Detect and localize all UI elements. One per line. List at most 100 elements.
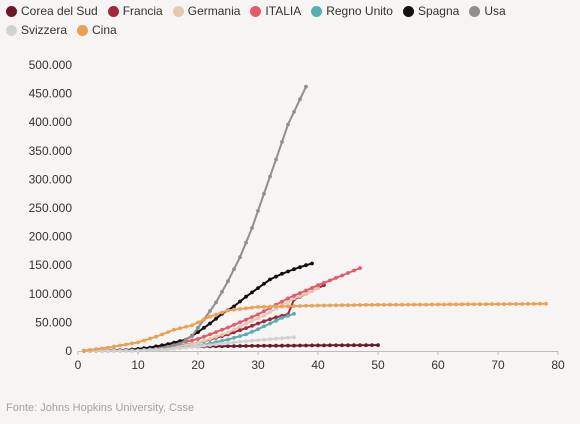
data-point	[226, 341, 230, 345]
data-point	[340, 303, 344, 308]
data-point	[130, 341, 134, 346]
data-point	[286, 122, 290, 127]
data-point	[220, 327, 224, 332]
data-point	[196, 325, 200, 330]
data-point	[292, 343, 296, 348]
data-point	[220, 310, 224, 315]
data-point	[286, 343, 290, 348]
data-point	[256, 305, 260, 309]
y-tick-label: 100.000	[29, 287, 73, 301]
data-point	[274, 157, 278, 162]
data-point	[196, 337, 200, 341]
data-point	[166, 342, 170, 346]
data-point	[472, 302, 476, 307]
data-point	[238, 307, 242, 311]
x-tick-label: 50	[371, 358, 385, 372]
legend-item[interactable]: Svizzera	[6, 22, 67, 38]
data-point	[310, 289, 314, 293]
data-point	[82, 348, 86, 353]
data-point	[304, 84, 308, 89]
data-point	[454, 302, 458, 307]
data-point	[274, 304, 278, 309]
legend-label: Germania	[187, 4, 241, 18]
data-point	[298, 294, 302, 298]
data-point	[352, 268, 356, 273]
legend-item[interactable]: Germania	[172, 3, 241, 19]
data-point	[346, 343, 350, 348]
data-point	[268, 343, 272, 348]
data-point	[172, 343, 176, 348]
data-point	[250, 338, 254, 343]
data-point	[136, 348, 140, 353]
legend-item[interactable]: Usa	[469, 3, 506, 19]
legend-swatch	[250, 5, 262, 17]
data-point	[286, 299, 290, 304]
y-tick-label: 0	[65, 344, 72, 358]
data-point	[208, 332, 212, 337]
series-line	[83, 302, 546, 352]
data-point	[244, 326, 248, 330]
data-point	[208, 337, 212, 341]
data-point	[232, 304, 236, 309]
data-point	[478, 302, 482, 307]
legend-item[interactable]: Francia	[107, 3, 163, 19]
data-point	[262, 304, 266, 309]
legend-item[interactable]: Cina	[77, 22, 117, 38]
data-point	[178, 326, 182, 331]
legend-item[interactable]: ITALIA	[250, 3, 301, 19]
data-point	[298, 304, 302, 308]
data-point	[178, 341, 182, 346]
data-point	[244, 344, 248, 348]
data-point	[466, 302, 470, 307]
data-point	[262, 343, 266, 348]
data-point	[526, 302, 530, 306]
legend-label: ITALIA	[265, 4, 302, 18]
data-point	[214, 300, 218, 305]
data-point	[274, 318, 278, 323]
x-tick-label: 30	[251, 358, 265, 372]
legend-swatch	[107, 5, 119, 17]
data-point	[334, 276, 338, 280]
data-point	[172, 327, 176, 332]
legend-label: Cina	[92, 23, 117, 37]
data-point	[412, 302, 416, 307]
data-point	[214, 330, 218, 334]
data-point	[238, 339, 242, 344]
data-point	[244, 321, 248, 326]
data-point	[346, 271, 350, 275]
data-point	[196, 330, 200, 334]
data-point	[304, 263, 308, 268]
data-point	[382, 302, 386, 307]
data-point	[238, 328, 242, 333]
legend-item[interactable]: Corea del Sud	[6, 3, 98, 19]
data-point	[160, 347, 164, 352]
data-point	[238, 299, 242, 304]
data-point	[292, 311, 296, 316]
x-tick-label: 10	[131, 358, 145, 372]
data-point	[232, 307, 236, 312]
y-tick-label: 450.000	[29, 87, 73, 101]
legend-item[interactable]: Spagna	[402, 3, 459, 19]
legend-label: Francia	[122, 4, 163, 18]
data-point	[100, 346, 104, 351]
legend-label: Corea del Sud	[21, 4, 98, 18]
data-point	[226, 344, 230, 348]
data-point	[352, 343, 356, 348]
x-tick-label: 20	[191, 358, 205, 372]
data-point	[160, 343, 164, 348]
data-point	[268, 310, 272, 314]
data-point	[328, 278, 332, 283]
data-point	[202, 339, 206, 343]
data-point	[304, 303, 308, 308]
data-point	[286, 335, 290, 340]
data-point	[316, 303, 320, 308]
data-point	[334, 303, 338, 308]
data-point	[208, 309, 212, 313]
data-point	[280, 304, 284, 309]
data-point	[496, 302, 500, 306]
data-point	[298, 343, 302, 348]
legend-item[interactable]: Regno Unito	[311, 3, 393, 19]
data-point	[262, 313, 266, 318]
data-point	[280, 271, 284, 276]
data-point	[250, 305, 254, 310]
